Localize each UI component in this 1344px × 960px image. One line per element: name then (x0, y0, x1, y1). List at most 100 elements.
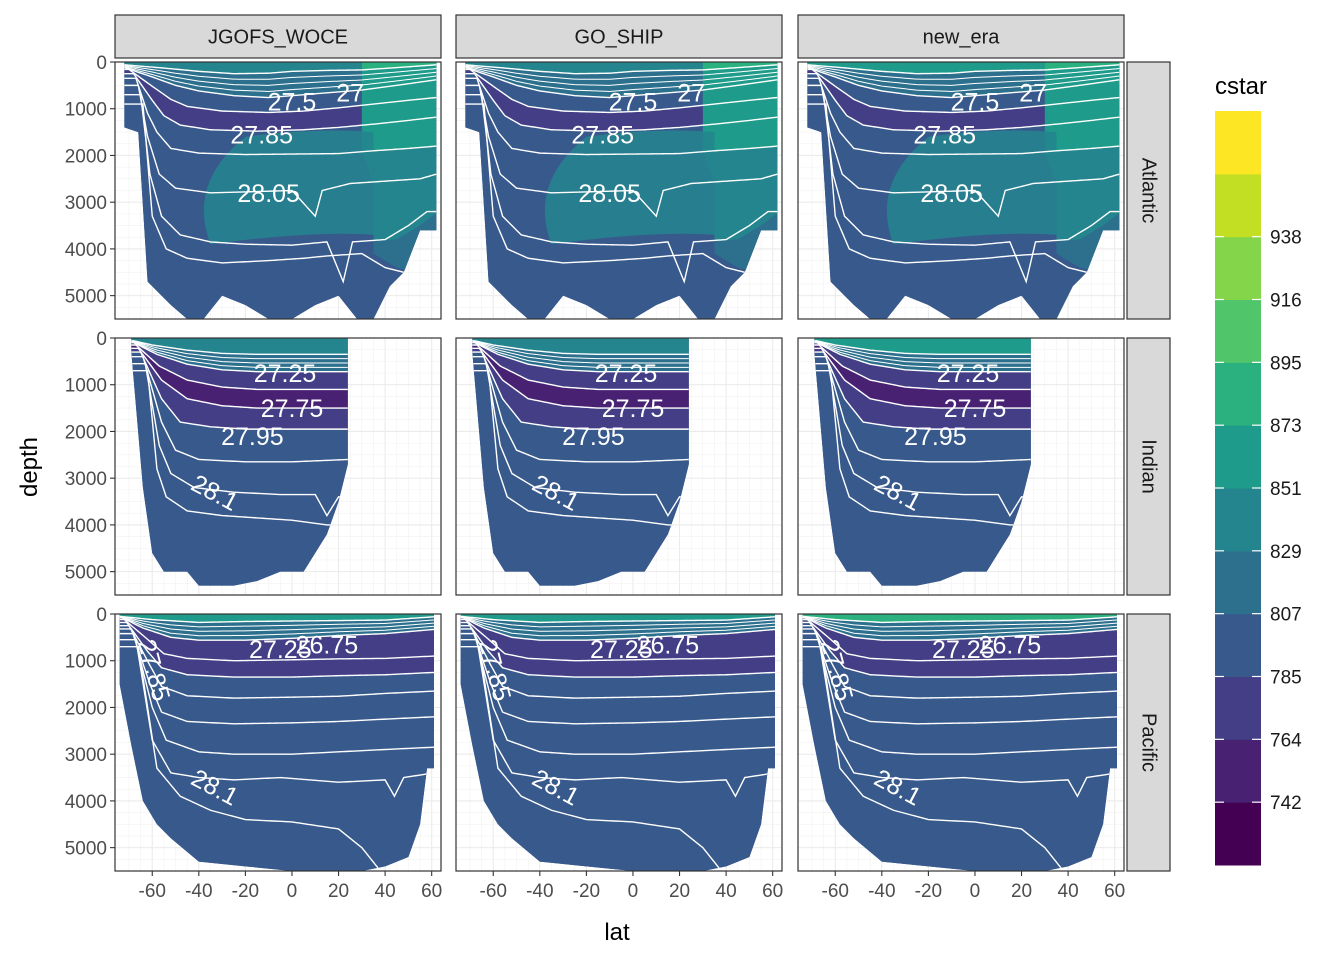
cstar-band (814, 338, 1031, 355)
isopycnal-line (465, 65, 778, 80)
isopycnal-line (460, 646, 776, 871)
isopycnal-line (807, 68, 1120, 114)
cstar-band (472, 342, 689, 390)
cstar-band (807, 62, 1120, 74)
cstar-band (544, 130, 715, 245)
isopycnal-line (802, 618, 1118, 662)
legend-label: 895 (1270, 353, 1302, 374)
legend-swatch (1215, 613, 1261, 677)
x-tick-label: -20 (573, 881, 600, 902)
isopycnal-line (802, 628, 1118, 725)
cstar-band (465, 62, 778, 74)
isopycnal-lines (802, 615, 1118, 871)
y-axis-ticks: 0 1000 2000 3000 4000 5000 0 1000 2000 3000 4000 50… (65, 53, 115, 860)
y-tick-label: 2000 (65, 698, 107, 719)
isopycnal-line (124, 84, 437, 218)
isopycnal-line (807, 65, 1120, 86)
x-tick-label: 20 (669, 881, 690, 902)
cstar-band (361, 62, 437, 70)
cstar-band (472, 370, 689, 586)
cstar-band (460, 639, 776, 871)
isopycnal-line (119, 632, 435, 755)
isopycnal-line (460, 639, 776, 798)
contour-label: 27.95 (221, 423, 284, 451)
cstar-band (119, 619, 435, 678)
isopycnal-line (472, 347, 689, 409)
legend-swatch (1215, 362, 1261, 426)
panel-border (455, 613, 783, 872)
isopycnal-lines (472, 340, 689, 526)
x-tick-label: 60 (421, 881, 442, 902)
cstar-band (807, 67, 1120, 113)
cstar-band (460, 628, 776, 755)
contour-label: 26.75 (979, 631, 1042, 659)
isopycnal-line (802, 621, 1118, 678)
cstar-fill (131, 338, 348, 586)
column-strip (797, 14, 1125, 59)
cstar-band (472, 345, 689, 409)
isopycnal-line (124, 64, 437, 75)
isopycnal-line (814, 347, 1031, 409)
legend-swatch (1215, 676, 1261, 740)
cstar-band (1044, 117, 1120, 152)
isopycnal-line (460, 615, 776, 624)
y-tick-label: 4000 (65, 792, 107, 813)
cstar-band (814, 340, 1031, 372)
x-tick-label: -60 (480, 881, 507, 902)
isopycnal-line (460, 628, 776, 725)
cstar-band (802, 622, 1118, 699)
legend-label: 916 (1270, 291, 1302, 312)
cstar-band (131, 370, 348, 586)
row-strip (1126, 337, 1171, 596)
isopycnal-line (465, 94, 778, 284)
cstar-band (465, 67, 778, 113)
cstar-band (1044, 64, 1120, 91)
cstar-band (460, 622, 776, 699)
cstar-band (714, 174, 778, 242)
y-tick-label: 4000 (65, 516, 107, 537)
cstar-band (802, 639, 1118, 871)
isopycnal-line (119, 615, 435, 624)
cstar-band (460, 625, 776, 724)
isopycnal-line (807, 66, 1120, 92)
isopycnal-line (131, 341, 348, 373)
panel-border (797, 613, 1125, 872)
isopycnal-line (472, 355, 689, 463)
contour-label: 27.25 (590, 636, 653, 664)
legend-swatch (1215, 425, 1261, 489)
y-tick-label: 5000 (65, 563, 107, 584)
cstar-band (361, 97, 437, 126)
contour-label: 27.25 (249, 636, 312, 664)
isopycnal-lines (124, 64, 437, 284)
column-strip-label: GO_SHIP (575, 27, 664, 49)
isopycnal-lines (465, 64, 778, 284)
isopycnal-line (802, 616, 1118, 632)
legend-label: 742 (1270, 793, 1302, 814)
isopycnal-line (465, 84, 778, 218)
y-tick-label: 3000 (65, 469, 107, 490)
cstar-band (361, 117, 437, 152)
isopycnal-line (814, 351, 1031, 430)
isopycnal-line (119, 628, 435, 725)
isopycnal-line (472, 344, 689, 391)
cstar-band (124, 69, 437, 132)
contour-label: 28.05 (920, 180, 983, 208)
cstar-band (131, 352, 348, 462)
isopycnal-line (802, 632, 1118, 755)
legend-swatch (1215, 488, 1261, 552)
x-tick-label: 20 (1011, 881, 1032, 902)
legend-labels: 742 764 785 807 829 851 873 895 916 938 (1270, 228, 1302, 815)
isopycnal-lines (131, 340, 348, 526)
isopycnal-line (814, 344, 1031, 391)
x-axis-title: lat (604, 919, 630, 946)
contour-label: 27 (677, 79, 705, 107)
row-strip-label: Pacific (1138, 713, 1160, 772)
isopycnal-line (802, 616, 1118, 628)
cstar-band (886, 130, 1057, 245)
isopycnal-line (119, 646, 435, 871)
isopycnal-line (124, 65, 437, 86)
x-axis-ticks: -60 -40 -20 0 20 40 60 -60 -40 -20 0 20 40 60 -60 -40 -2… (139, 871, 1125, 902)
legend-label: 764 (1270, 730, 1302, 751)
